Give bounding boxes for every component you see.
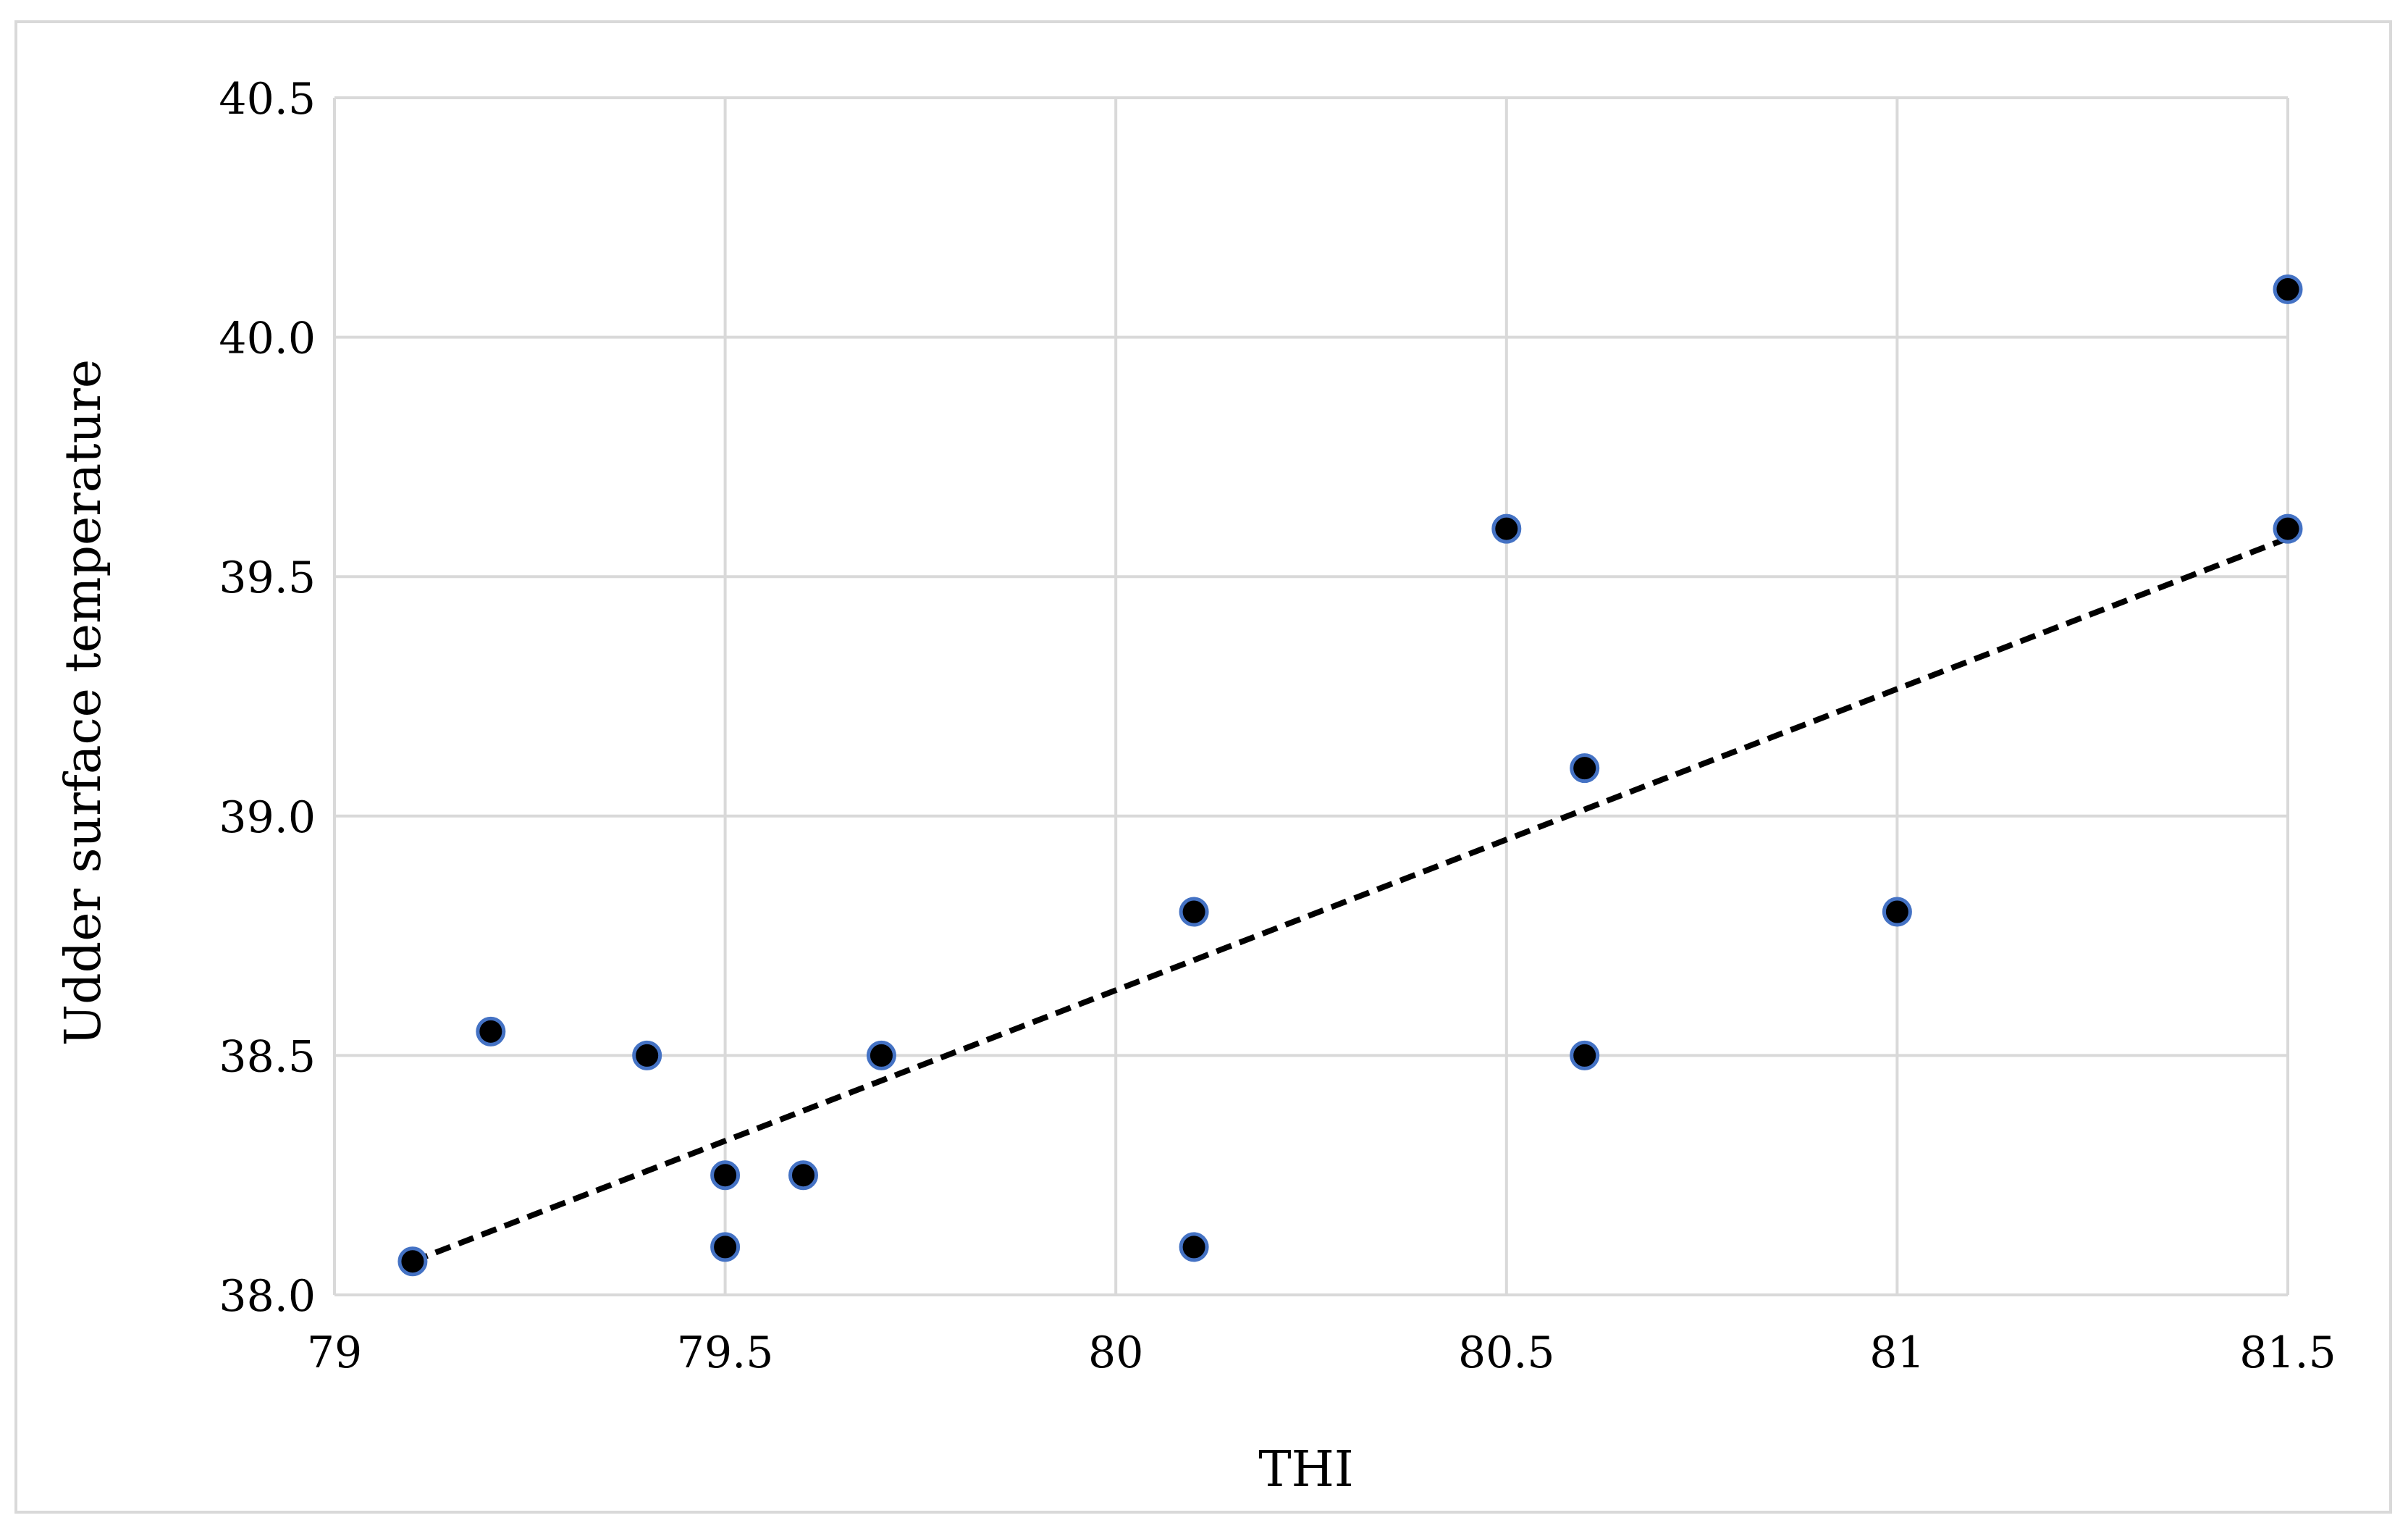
- data-point: [397, 1246, 428, 1277]
- y-axis-title: Udder surface temperature: [55, 359, 112, 1046]
- x-tick-label: 80: [1088, 1327, 1143, 1378]
- data-point: [632, 1040, 662, 1070]
- data-point: [1179, 1232, 1209, 1262]
- y-tick-label: 40.0: [219, 314, 316, 364]
- data-point: [1570, 1040, 1600, 1070]
- data-point: [1491, 513, 1522, 544]
- y-tick-label: 38.5: [219, 1031, 316, 1082]
- data-points: [397, 274, 2303, 1277]
- data-point: [2273, 513, 2303, 544]
- trendline: [411, 535, 2289, 1264]
- data-point: [1570, 753, 1600, 784]
- gridlines: [333, 96, 2289, 1296]
- x-axis-title: THI: [1258, 1441, 1354, 1498]
- x-tick-label: 80.5: [1458, 1327, 1555, 1378]
- y-tick-label: 40.5: [219, 74, 316, 125]
- data-point: [788, 1160, 819, 1191]
- trendline-layer: [411, 535, 2289, 1264]
- y-axis-tick-labels: 38.0 38.5 39.0 39.5 40.0 40.5: [219, 74, 316, 1322]
- x-tick-label: 81.5: [2239, 1327, 2336, 1378]
- y-tick-label: 39.5: [219, 553, 316, 603]
- data-point: [710, 1232, 741, 1262]
- x-tick-label: 79.5: [677, 1327, 774, 1378]
- data-point: [476, 1016, 506, 1046]
- data-point: [1882, 897, 1912, 927]
- data-point: [710, 1160, 741, 1191]
- x-tick-label: 79: [307, 1327, 362, 1378]
- x-tick-label: 81: [1869, 1327, 1924, 1378]
- data-point: [2273, 274, 2303, 304]
- y-tick-label: 39.0: [219, 792, 316, 843]
- y-tick-label: 38.0: [219, 1271, 316, 1322]
- data-point: [866, 1040, 896, 1070]
- x-axis-tick-labels: 79 79.5 80 80.5 81 81.5: [307, 1327, 2336, 1378]
- data-point: [1179, 897, 1209, 927]
